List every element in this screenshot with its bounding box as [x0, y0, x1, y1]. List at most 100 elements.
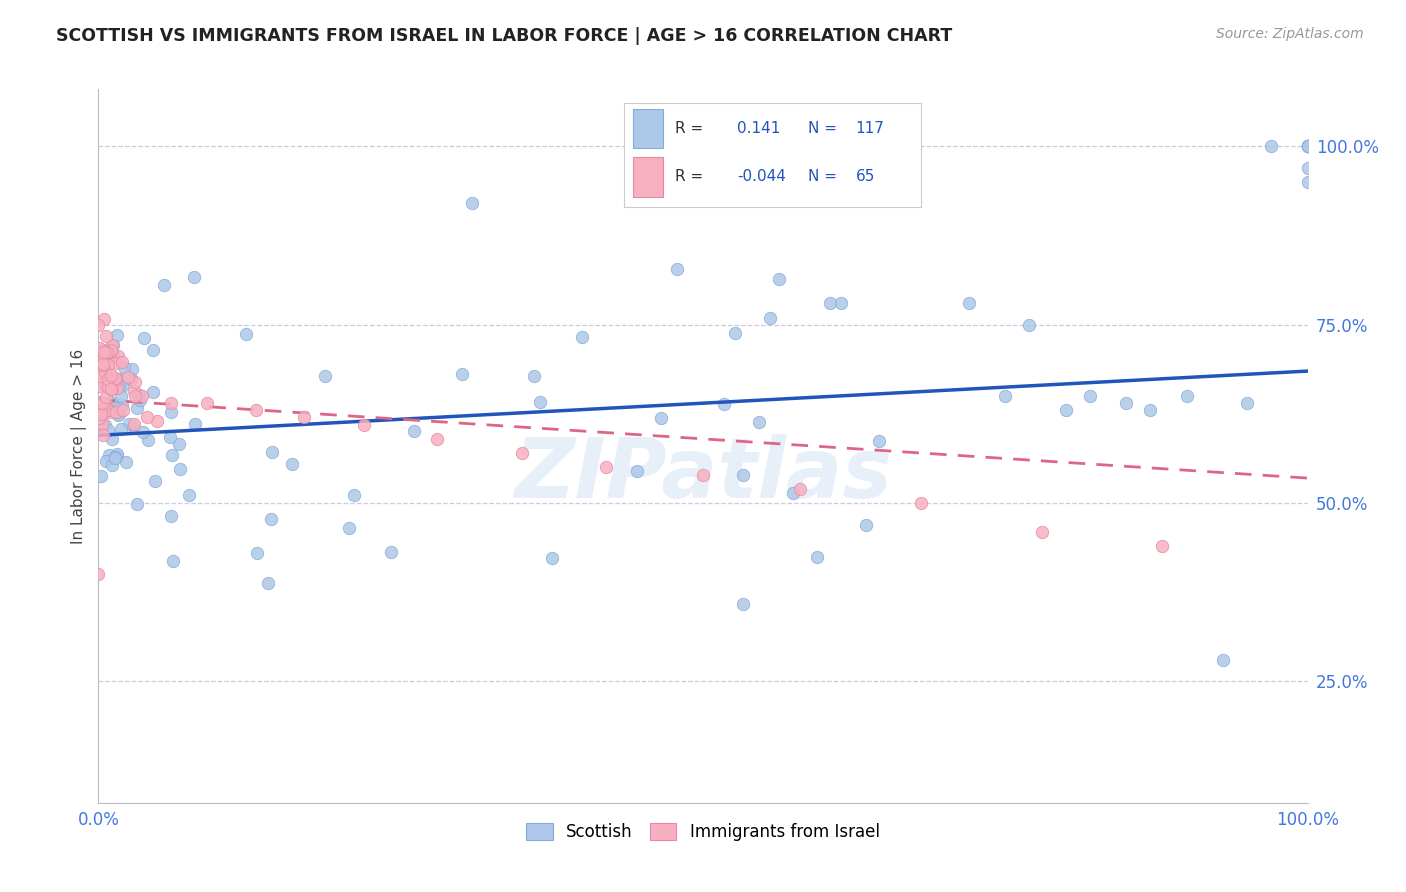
Point [195, 396, 218, 410]
Point [1296, 139, 1319, 153]
Point [90, 407, 112, 421]
Point [96, 358, 118, 372]
Point [91, 427, 114, 442]
Text: ZIPatlas: ZIPatlas [515, 434, 891, 515]
Point [94, 365, 117, 379]
Point [97, 448, 120, 462]
Point [94, 454, 117, 468]
Point [125, 497, 148, 511]
Point [235, 326, 257, 341]
Point [93, 397, 115, 411]
Point [994, 389, 1017, 403]
Point [100, 383, 122, 397]
Point [1296, 139, 1319, 153]
Point [426, 432, 449, 446]
Point [1296, 139, 1319, 153]
Point [957, 296, 980, 310]
Point [124, 375, 146, 389]
Point [101, 347, 124, 361]
Point [595, 460, 617, 475]
Point [128, 388, 150, 402]
Point [93, 405, 115, 419]
Point [626, 464, 648, 478]
Point [692, 467, 714, 482]
Point [142, 385, 165, 400]
Point [281, 457, 304, 471]
Point [343, 488, 366, 502]
Point [118, 417, 141, 431]
Point [1018, 318, 1040, 332]
Point [111, 403, 134, 417]
Point [160, 448, 183, 462]
Point [93, 311, 115, 326]
Point [107, 408, 129, 422]
Point [134, 331, 156, 345]
Point [91, 395, 114, 409]
Point [104, 451, 127, 466]
Point [731, 597, 754, 611]
Point [450, 367, 472, 381]
Point [104, 372, 127, 386]
Point [402, 425, 425, 439]
Point [122, 384, 145, 399]
Point [112, 359, 135, 374]
Point [101, 381, 124, 395]
Point [1296, 139, 1319, 153]
Point [650, 411, 672, 425]
Point [97, 423, 120, 437]
Point [104, 355, 127, 369]
Point [89, 424, 111, 438]
Point [91, 343, 114, 358]
Point [101, 338, 124, 352]
Point [768, 272, 790, 286]
Point [111, 354, 134, 368]
Point [1236, 396, 1258, 410]
Point [100, 343, 122, 358]
Point [108, 407, 131, 421]
Point [90, 468, 112, 483]
Point [523, 369, 546, 384]
Point [111, 398, 134, 412]
Point [162, 554, 184, 568]
Y-axis label: In Labor Force | Age > 16: In Labor Force | Age > 16 [72, 349, 87, 543]
Point [107, 379, 129, 393]
Point [97, 355, 120, 369]
Point [122, 417, 145, 431]
Point [120, 372, 142, 386]
Point [110, 421, 132, 435]
Point [87, 318, 110, 332]
Point [100, 343, 122, 357]
Point [117, 370, 139, 384]
Point [731, 468, 754, 483]
Point [124, 389, 146, 403]
Point [1296, 139, 1319, 153]
Point [1054, 403, 1077, 417]
Point [1078, 389, 1101, 403]
Point [105, 449, 128, 463]
Point [183, 270, 205, 285]
Point [90, 376, 112, 391]
Text: Source: ZipAtlas.com: Source: ZipAtlas.com [1216, 27, 1364, 41]
Point [136, 434, 159, 448]
Point [1260, 139, 1282, 153]
Point [96, 358, 118, 372]
Point [257, 575, 280, 590]
Point [177, 488, 200, 502]
Point [260, 512, 283, 526]
Point [105, 381, 128, 395]
Point [93, 345, 115, 359]
Point [104, 450, 127, 464]
Point [1296, 139, 1319, 153]
Point [101, 337, 124, 351]
Point [98, 404, 121, 418]
Point [121, 362, 143, 376]
Point [104, 371, 127, 385]
Point [160, 405, 183, 419]
Point [245, 403, 267, 417]
Point [1212, 653, 1234, 667]
Point [666, 261, 689, 276]
Point [820, 296, 842, 310]
Point [105, 405, 128, 419]
Point [87, 567, 110, 582]
Point [160, 509, 183, 524]
